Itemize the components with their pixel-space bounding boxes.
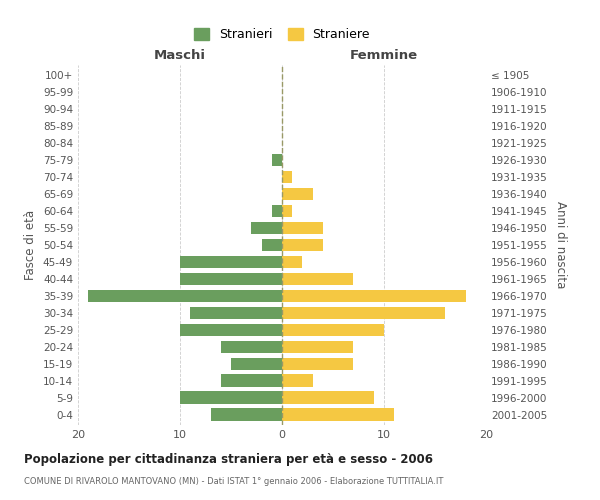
- Bar: [221, 374, 282, 387]
- Bar: [180, 324, 282, 336]
- Bar: [282, 324, 384, 336]
- Bar: [282, 204, 292, 218]
- Bar: [282, 374, 313, 387]
- Legend: Stranieri, Straniere: Stranieri, Straniere: [190, 24, 374, 45]
- Bar: [282, 256, 302, 268]
- Text: Femmine: Femmine: [350, 48, 418, 62]
- Y-axis label: Anni di nascita: Anni di nascita: [554, 202, 567, 288]
- Text: Popolazione per cittadinanza straniera per età e sesso - 2006: Popolazione per cittadinanza straniera p…: [24, 452, 433, 466]
- Bar: [180, 256, 282, 268]
- Bar: [231, 358, 282, 370]
- Bar: [282, 392, 374, 404]
- Y-axis label: Fasce di età: Fasce di età: [25, 210, 37, 280]
- Bar: [262, 238, 282, 252]
- Bar: [180, 392, 282, 404]
- Bar: [282, 188, 313, 200]
- Bar: [282, 408, 394, 421]
- Bar: [282, 238, 323, 252]
- Bar: [251, 222, 282, 234]
- Bar: [272, 154, 282, 166]
- Bar: [282, 306, 445, 320]
- Bar: [180, 272, 282, 285]
- Bar: [221, 340, 282, 353]
- Bar: [190, 306, 282, 320]
- Bar: [272, 204, 282, 218]
- Text: Maschi: Maschi: [154, 48, 206, 62]
- Bar: [88, 290, 282, 302]
- Bar: [282, 358, 353, 370]
- Text: COMUNE DI RIVAROLO MANTOVANO (MN) - Dati ISTAT 1° gennaio 2006 - Elaborazione TU: COMUNE DI RIVAROLO MANTOVANO (MN) - Dati…: [24, 478, 443, 486]
- Bar: [282, 170, 292, 183]
- Bar: [211, 408, 282, 421]
- Bar: [282, 290, 466, 302]
- Bar: [282, 272, 353, 285]
- Bar: [282, 340, 353, 353]
- Bar: [282, 222, 323, 234]
